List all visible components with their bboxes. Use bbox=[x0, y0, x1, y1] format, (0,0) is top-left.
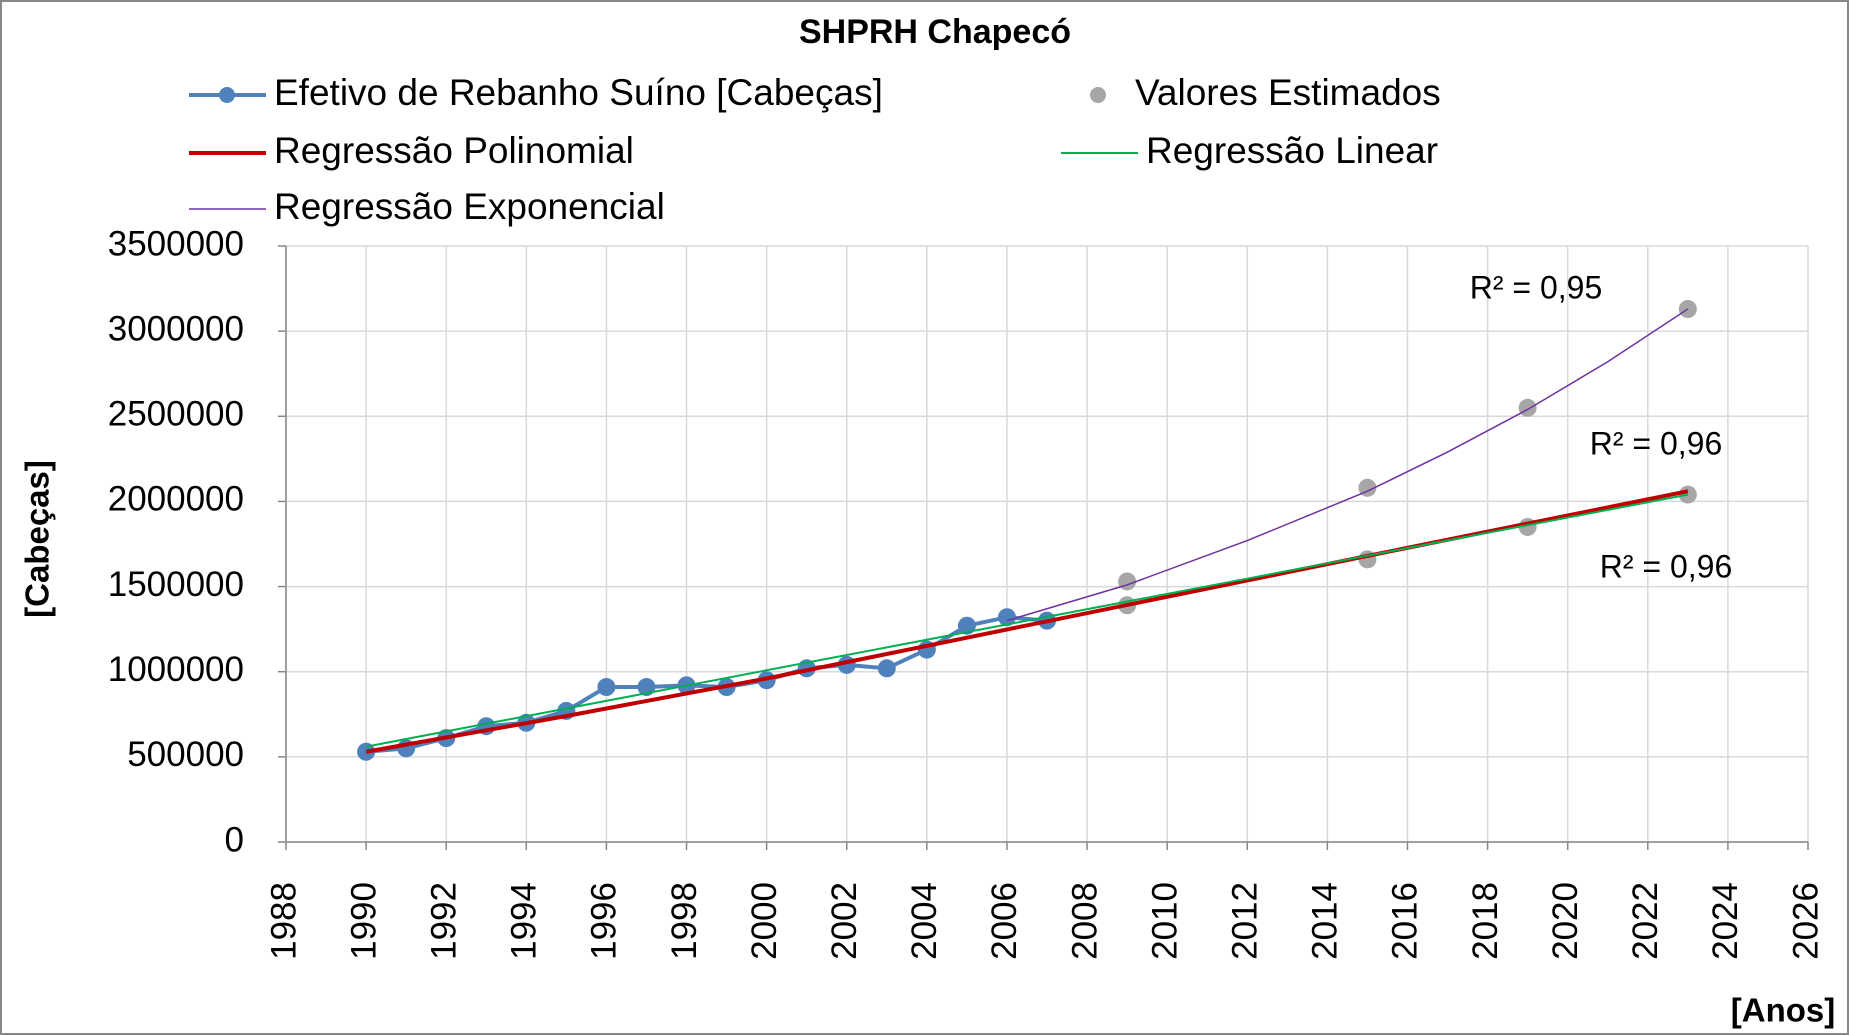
x-tick-label: 2006 bbox=[985, 882, 1024, 960]
x-tick-label: 2026 bbox=[1786, 882, 1825, 960]
series-line bbox=[365, 493, 1689, 748]
x-tick-label: 2020 bbox=[1546, 882, 1585, 960]
x-tick-label: 2010 bbox=[1145, 882, 1184, 960]
y-tick-label: 3000000 bbox=[108, 309, 244, 348]
x-axis-label: [Anos] bbox=[1731, 992, 1835, 1029]
x-tick-label: 2018 bbox=[1466, 882, 1505, 960]
y-tick-label: 500000 bbox=[127, 735, 244, 774]
x-tick-label: 2014 bbox=[1306, 882, 1345, 960]
x-tick-label: 1998 bbox=[665, 882, 704, 960]
series-marker bbox=[997, 608, 1016, 627]
chart-title: SHPRH Chapecó bbox=[799, 13, 1071, 51]
legend-label: Regressão Linear bbox=[1146, 130, 1438, 171]
x-tick-label: 1992 bbox=[424, 882, 463, 960]
y-tick-label: 0 bbox=[225, 820, 244, 859]
x-tick-label: 1996 bbox=[585, 882, 624, 960]
y-tick-label: 1500000 bbox=[108, 565, 244, 604]
series-marker bbox=[1118, 572, 1137, 591]
series-line bbox=[1006, 308, 1689, 622]
series-marker bbox=[597, 678, 616, 697]
legend-marker bbox=[1090, 87, 1106, 103]
x-tick-label: 2012 bbox=[1226, 882, 1265, 960]
x-tick-label: 2022 bbox=[1626, 882, 1665, 960]
y-tick-label: 3500000 bbox=[108, 224, 244, 263]
legend-label: Efetivo de Rebanho Suíno [Cabeças] bbox=[274, 72, 883, 113]
x-tick-label: 1988 bbox=[264, 882, 303, 960]
x-tick-label: 2004 bbox=[905, 882, 944, 960]
y-tick-label: 1000000 bbox=[108, 650, 244, 689]
x-tick-label: 2008 bbox=[1065, 882, 1104, 960]
x-tick-label: 2016 bbox=[1386, 882, 1425, 960]
series-line bbox=[365, 489, 1689, 754]
legend-label: Regressão Polinomial bbox=[274, 130, 634, 171]
x-tick-label: 2000 bbox=[745, 882, 784, 960]
y-axis-label: [Cabeças] bbox=[19, 460, 56, 618]
y-tick-label: 2000000 bbox=[108, 480, 244, 519]
annotation: R² = 0,95 bbox=[1470, 269, 1603, 305]
legend-label: Regressão Exponencial bbox=[274, 186, 665, 227]
annotation: R² = 0,96 bbox=[1590, 425, 1723, 461]
annotation: R² = 0,96 bbox=[1600, 548, 1733, 584]
series-marker bbox=[877, 659, 896, 678]
legend-label: Valores Estimados bbox=[1135, 72, 1441, 113]
x-tick-label: 2024 bbox=[1706, 882, 1745, 960]
x-tick-label: 2002 bbox=[825, 882, 864, 960]
series-marker bbox=[1518, 398, 1537, 417]
y-tick-label: 2500000 bbox=[108, 395, 244, 434]
legend-marker bbox=[219, 87, 235, 103]
x-tick-label: 1994 bbox=[505, 882, 544, 960]
x-tick-label: 1990 bbox=[344, 882, 383, 960]
